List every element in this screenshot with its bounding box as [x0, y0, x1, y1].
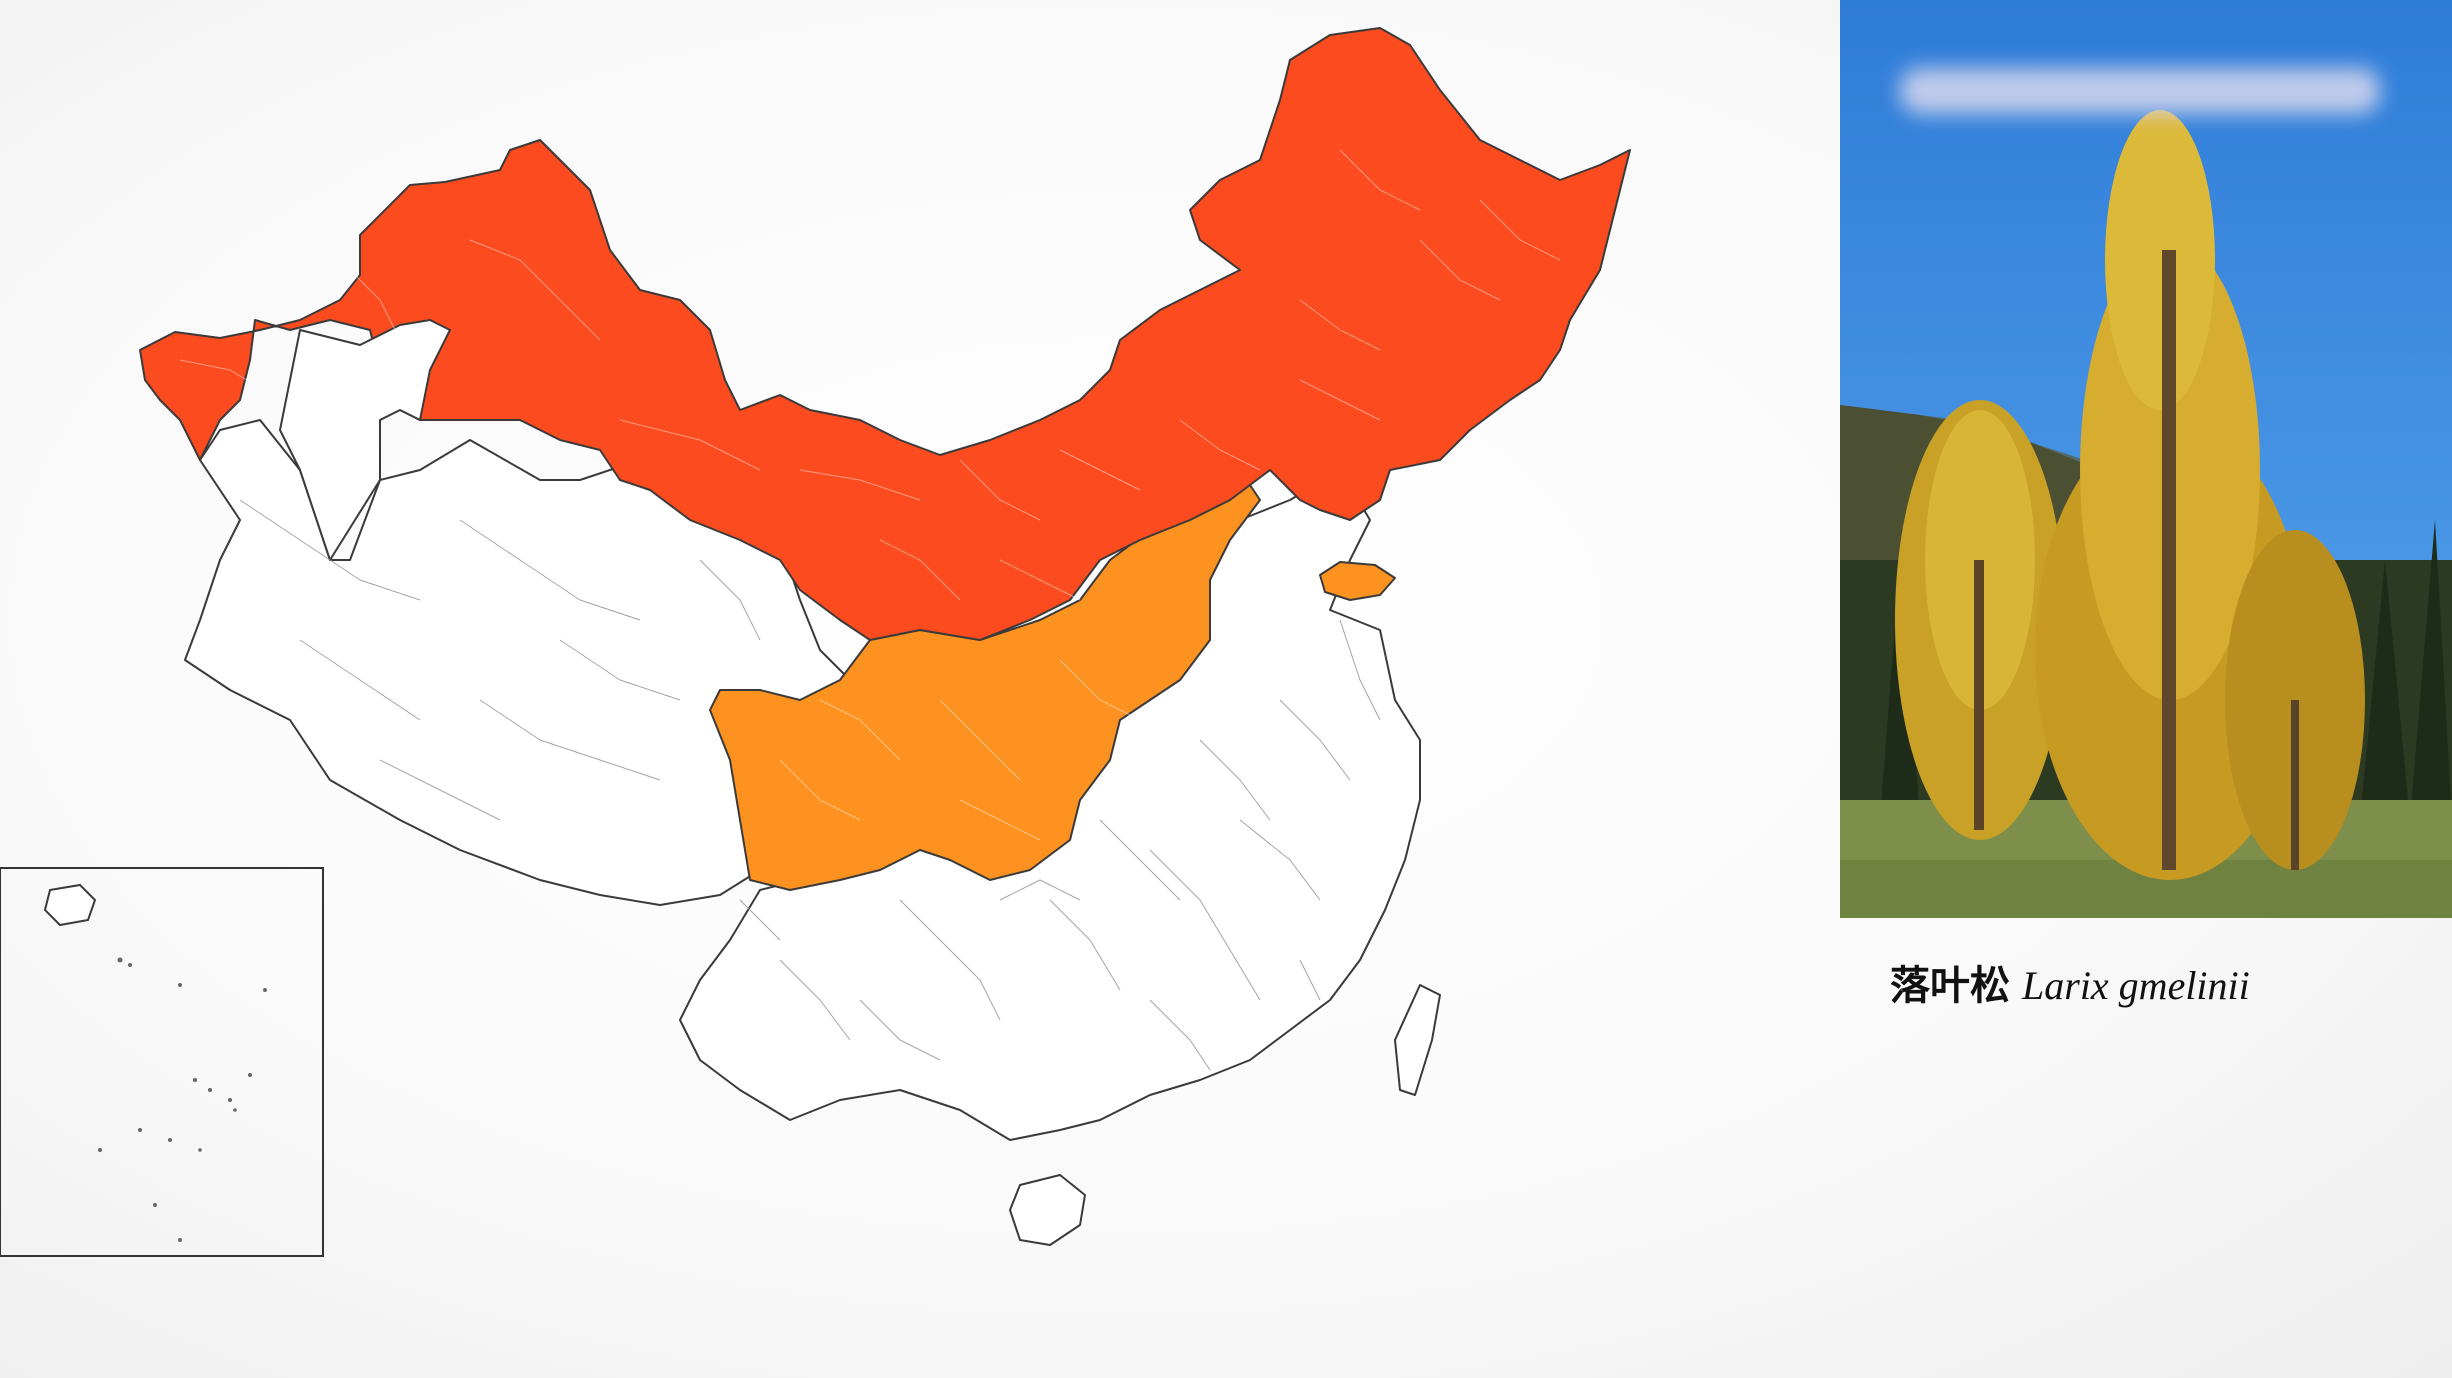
species-chinese-name: 落叶松	[1890, 962, 2010, 1009]
prefecture-boundaries	[179, 149, 1561, 1071]
island-taiwan	[1394, 984, 1441, 1096]
island-hainan	[1009, 1174, 1086, 1246]
species-caption: 落叶松 Larix gmelinii	[1890, 953, 2250, 1011]
blurred-watermark	[1900, 68, 2380, 114]
distribution-map	[0, 27, 1631, 1257]
region-core-range	[139, 27, 1631, 641]
larch-tree-photo	[1840, 0, 2452, 918]
south-china-sea-inset	[0, 867, 324, 1257]
larch-right	[2225, 530, 2365, 870]
region-shandong-patch	[1319, 561, 1396, 601]
larch-left	[1895, 400, 2065, 840]
region-tarim-basin	[279, 319, 451, 561]
species-latin-name: Larix gmelinii	[2022, 963, 2250, 1008]
